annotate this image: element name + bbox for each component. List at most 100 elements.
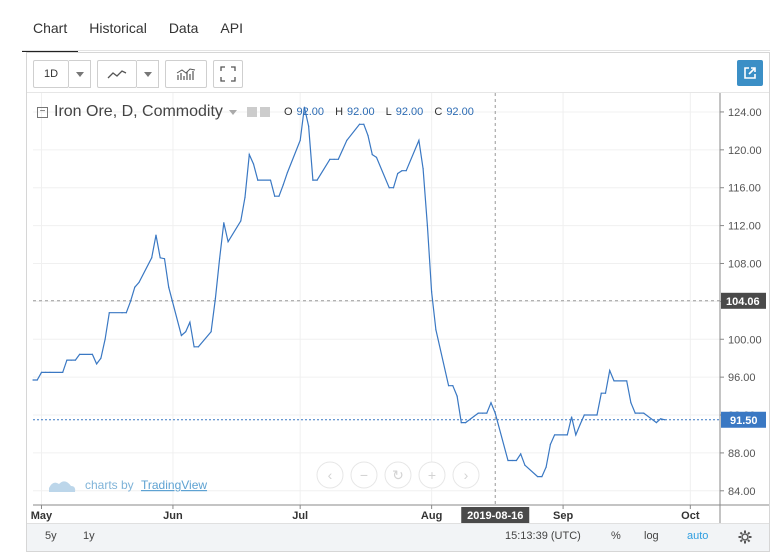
data-point [545, 466, 547, 468]
data-point [477, 412, 479, 414]
data-point [486, 412, 488, 414]
open-label: O [283, 106, 293, 118]
nav-button[interactable] [418, 461, 446, 489]
chevron-down-icon[interactable] [228, 109, 237, 115]
fullscreen-button[interactable] [213, 60, 243, 88]
x-tick-label: May [31, 510, 53, 522]
x-tick-label: Jul [292, 510, 308, 522]
data-point [218, 258, 221, 260]
y-tick-label: 108.00 [728, 258, 762, 270]
nav-glyph: ↻ [392, 467, 404, 483]
range-5y-button[interactable]: 5y [45, 530, 57, 542]
x-tick-label: Sep [553, 510, 573, 522]
remove-icon[interactable] [259, 107, 270, 117]
data-point [180, 334, 183, 337]
data-point [583, 414, 585, 416]
chart-type-dropdown[interactable] [137, 60, 159, 88]
x-tick-label: Jun [163, 510, 183, 522]
data-point [49, 371, 51, 374]
data-point [464, 422, 467, 424]
crosshair-date-label: 2019-08-16 [467, 510, 523, 522]
nav-button[interactable] [316, 461, 344, 489]
data-point [193, 346, 195, 348]
nav-button[interactable] [384, 461, 412, 489]
tab-chart[interactable]: Chart [22, 10, 79, 52]
range-1y-button[interactable]: 1y [83, 530, 95, 542]
tradingview-watermark[interactable]: charts by TradingView [49, 478, 207, 492]
data-point [626, 380, 628, 382]
data-point [299, 139, 301, 141]
data-point [104, 338, 106, 340]
chart-area[interactable]: 84.0088.0092.0096.00100.00104.00108.0011… [27, 93, 769, 523]
chart-type-button[interactable] [97, 60, 137, 88]
data-point [79, 353, 81, 356]
data-point [312, 179, 314, 181]
watermark-prefix: charts by [85, 478, 134, 492]
data-point [108, 312, 110, 314]
chevron-down-icon [143, 71, 152, 77]
data-point [163, 258, 166, 260]
collapse-legend-icon[interactable]: − [37, 106, 48, 118]
data-point [36, 379, 38, 381]
data-point [151, 257, 153, 259]
data-point [596, 414, 598, 416]
data-point [431, 291, 433, 293]
high-label: H [335, 106, 344, 118]
interval-dropdown[interactable] [69, 60, 91, 88]
interval-button[interactable]: 1D [33, 60, 69, 88]
crosshair-price-badge [721, 292, 766, 309]
data-point [609, 369, 611, 372]
line-chart-icon [107, 70, 127, 79]
data-point [397, 172, 399, 175]
data-point [223, 222, 225, 224]
x-tick-label: Oct [681, 510, 700, 522]
data-point [45, 371, 47, 374]
utc-clock[interactable]: 15:13:39 (UTC) [505, 530, 581, 542]
data-point [507, 459, 509, 462]
data-point [138, 281, 140, 284]
data-point [269, 179, 272, 181]
data-point [643, 412, 645, 414]
log-toggle[interactable]: log [644, 530, 659, 542]
price-series-line[interactable] [33, 107, 666, 478]
tab-historical[interactable]: Historical [89, 20, 147, 36]
tabs-divider [22, 50, 770, 51]
x-tick-label: Aug [421, 510, 442, 522]
data-point [634, 412, 636, 414]
data-point [367, 135, 369, 137]
settings-icon[interactable] [246, 107, 257, 117]
nav-button[interactable] [452, 461, 480, 489]
data-point [341, 149, 344, 151]
watermark-brand[interactable]: TradingView [141, 478, 207, 492]
data-point [638, 412, 641, 414]
data-point [96, 363, 98, 365]
data-point [248, 153, 250, 156]
tab-api[interactable]: API [220, 20, 243, 36]
data-point [62, 371, 64, 374]
data-point [278, 195, 280, 197]
data-point [121, 312, 123, 314]
data-point [570, 416, 573, 418]
data-point [452, 385, 454, 387]
indicators-button[interactable] [165, 60, 207, 88]
data-point [210, 331, 212, 333]
data-point [155, 234, 157, 236]
data-point [604, 392, 607, 394]
price-chart[interactable]: 84.0088.0092.0096.00100.00104.00108.0011… [27, 93, 769, 523]
data-point [168, 286, 170, 288]
bottom-toolbar: 5y 1y 15:13:39 (UTC) % log auto [27, 523, 769, 551]
data-point [524, 464, 526, 466]
data-point [435, 329, 437, 331]
data-point [566, 434, 568, 436]
nav-button[interactable] [350, 461, 378, 489]
data-point [91, 353, 93, 356]
popout-button[interactable] [737, 60, 763, 86]
open-value: 92.00 [296, 106, 325, 118]
gear-icon[interactable] [738, 530, 752, 544]
percent-toggle[interactable]: % [611, 530, 621, 542]
tab-data[interactable]: Data [168, 20, 199, 36]
y-tick-label: 84.00 [728, 486, 756, 498]
auto-toggle[interactable]: auto [687, 530, 709, 542]
data-point [185, 331, 187, 333]
data-point [129, 300, 132, 302]
